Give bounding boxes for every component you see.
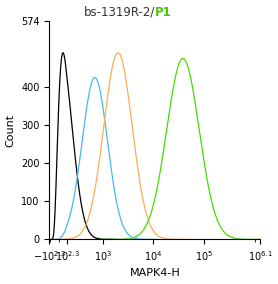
Text: bs-1319R-2/: bs-1319R-2/ bbox=[83, 6, 155, 18]
X-axis label: MAPK4-H: MAPK4-H bbox=[130, 268, 180, 278]
Y-axis label: Count: Count bbox=[6, 114, 16, 147]
Text: P1: P1 bbox=[155, 6, 172, 18]
